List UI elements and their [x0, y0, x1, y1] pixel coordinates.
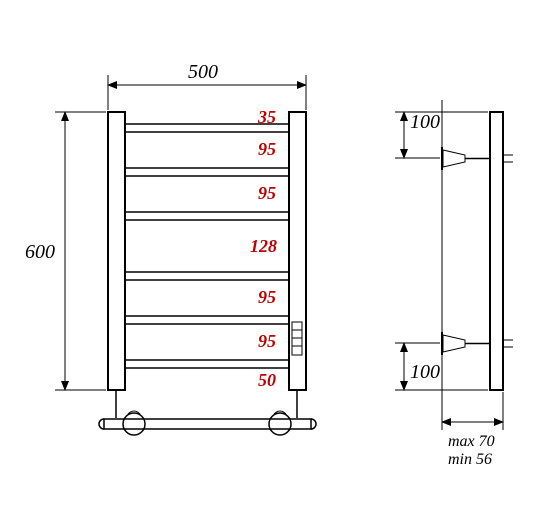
dim-width-label: 500 [188, 61, 218, 83]
dim-depth-max: max 70 [448, 433, 495, 450]
dim-height: 600 [25, 112, 106, 390]
dim-width: 500 [108, 61, 306, 110]
spacing-0: 35 [257, 107, 276, 127]
dim-height-label: 600 [25, 241, 55, 263]
dim-depth-min: min 56 [448, 451, 492, 468]
spacing-4: 95 [258, 287, 276, 307]
spacing-2: 95 [258, 183, 276, 203]
dim-bottom-offset-label: 100 [410, 361, 440, 383]
dim-top-offset-label: 100 [410, 111, 440, 133]
engineering-drawing: 35 95 95 128 95 95 50 500 600 [0, 0, 555, 505]
front-view: 35 95 95 128 95 95 50 500 600 [25, 61, 316, 435]
spacing-1: 95 [258, 139, 276, 159]
dim-depth: max 70 min 56 [442, 392, 503, 468]
spacing-5: 95 [258, 331, 276, 351]
bottom-bar [99, 390, 316, 435]
spacing-6: 50 [258, 370, 276, 390]
spacing-labels: 35 95 95 128 95 95 50 [250, 107, 277, 390]
side-view: 100 100 max 70 min 56 [395, 100, 513, 468]
spacing-3: 128 [250, 236, 277, 256]
